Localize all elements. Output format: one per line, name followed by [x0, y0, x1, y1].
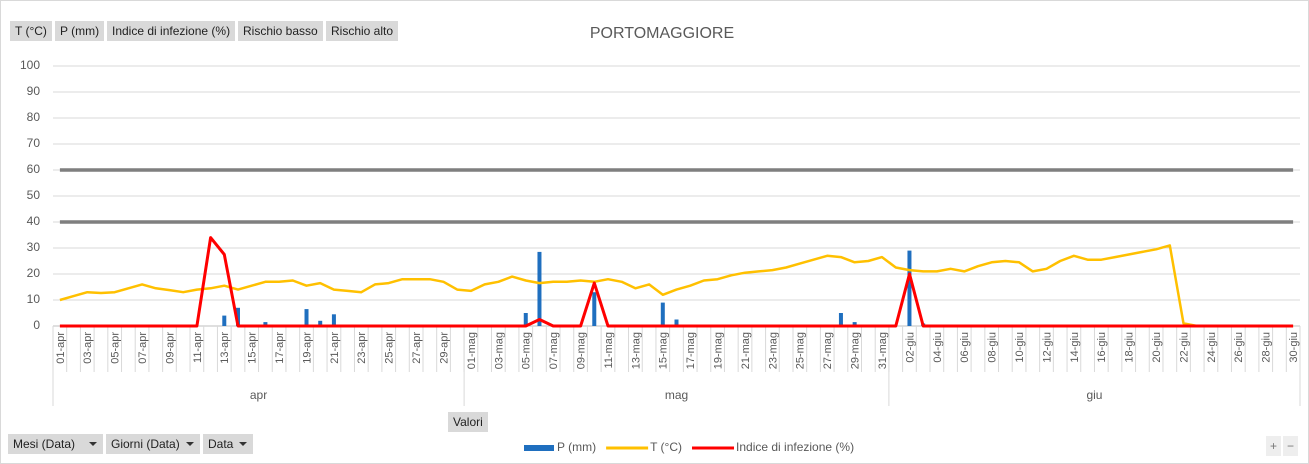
y-tick-label: 60	[27, 162, 41, 176]
dropdown-arrow	[239, 442, 248, 446]
x-tick-label: 18-giu	[1124, 332, 1136, 363]
x-tick-label: 28-giu	[1261, 332, 1273, 363]
y-tick-label: 20	[27, 266, 41, 280]
zoom-button[interactable]: −	[1283, 436, 1298, 456]
chart-title: PORTOMAGGIORE	[590, 25, 734, 42]
x-tick-label: 20-giu	[1151, 332, 1163, 363]
x-tick-label: 31-mag	[877, 332, 889, 369]
x-tick-label: 27-mag	[822, 332, 834, 369]
x-tick-label: 17-mag	[685, 332, 697, 369]
legend-label: T (°C)	[650, 440, 682, 454]
y-tick-label: 50	[27, 188, 41, 202]
x-tick-label: 08-giu	[987, 332, 999, 363]
bar	[660, 302, 665, 326]
x-tick-label: 29-apr	[438, 332, 450, 364]
y-tick-label: 70	[27, 136, 41, 150]
legend-label: P (mm)	[557, 440, 596, 454]
bar	[852, 322, 857, 326]
x-tick-label: 04-giu	[932, 332, 944, 363]
x-tick-label: 14-giu	[1069, 332, 1081, 363]
filter-button[interactable]: Mesi (Data)	[8, 434, 104, 454]
bar	[838, 313, 843, 326]
x-tick-label: 01-mag	[466, 332, 478, 369]
x-tick-label: 27-apr	[411, 332, 423, 364]
legend-swatch	[524, 445, 554, 451]
field-button[interactable]: Indice di infezione (%)	[107, 21, 236, 41]
x-tick-label: 15-mag	[658, 332, 670, 369]
month-label: giu	[1086, 388, 1102, 402]
x-tick-label: 21-apr	[329, 332, 341, 364]
x-tick-label: 15-apr	[247, 332, 259, 364]
bar	[537, 251, 542, 326]
dropdown-arrow	[89, 442, 98, 446]
x-tick-label: 26-giu	[1233, 332, 1245, 363]
x-tick-label: 05-apr	[110, 332, 122, 364]
x-tick-label: 19-apr	[301, 332, 313, 364]
x-tick-label: 25-mag	[795, 332, 807, 369]
x-tick-label: 12-giu	[1041, 332, 1053, 363]
x-tick-label: 07-apr	[137, 332, 149, 364]
x-tick-label: 29-mag	[850, 332, 862, 369]
month-label: mag	[665, 388, 688, 402]
bar	[592, 292, 597, 326]
field-button[interactable]: T (°C)	[10, 21, 52, 41]
values-button[interactable]: Valori	[448, 412, 488, 432]
x-tick-label: 16-giu	[1096, 332, 1108, 363]
y-tick-label: 30	[27, 240, 41, 254]
y-tick-label: 100	[20, 58, 40, 72]
x-tick-label: 09-apr	[164, 332, 176, 364]
x-tick-label: 23-mag	[767, 332, 779, 369]
x-tick-label: 11-apr	[192, 332, 204, 363]
line-series	[59, 244, 1294, 328]
x-tick-label: 13-apr	[219, 332, 231, 364]
bar	[318, 320, 323, 326]
zoom-button[interactable]: +	[1266, 436, 1281, 456]
x-tick-label: 10-giu	[1014, 332, 1026, 363]
filter-button[interactable]: Data	[203, 434, 254, 454]
x-tick-label: 25-apr	[384, 332, 396, 364]
bar	[304, 309, 309, 326]
x-tick-label: 06-giu	[959, 332, 971, 363]
x-tick-label: 21-mag	[740, 332, 752, 369]
y-tick-label: 90	[27, 84, 41, 98]
x-tick-label: 24-giu	[1206, 332, 1218, 363]
y-tick-label: 10	[27, 292, 41, 306]
legend-label: Indice di infezione (%)	[736, 440, 854, 454]
bar	[331, 314, 336, 326]
x-tick-label: 07-mag	[548, 332, 560, 369]
bar	[674, 319, 679, 326]
x-tick-label: 30-giu	[1288, 332, 1300, 363]
x-tick-label: 19-mag	[713, 332, 725, 369]
dropdown-arrow	[185, 442, 194, 446]
x-tick-label: 05-mag	[521, 332, 533, 369]
x-tick-label: 17-apr	[274, 332, 286, 364]
bar	[235, 307, 240, 326]
y-tick-label: 0	[33, 318, 40, 332]
x-tick-label: 03-mag	[493, 332, 505, 369]
x-tick-label: 03-apr	[82, 332, 94, 364]
line-series	[59, 236, 1294, 328]
y-tick-label: 40	[27, 214, 41, 228]
x-tick-label: 11-mag	[603, 332, 615, 368]
bar	[263, 322, 268, 326]
filter-button[interactable]: Giorni (Data)	[106, 434, 200, 454]
x-tick-label: 02-giu	[904, 332, 916, 363]
bar	[222, 315, 227, 326]
x-tick-label: 22-giu	[1178, 332, 1190, 363]
field-button[interactable]: Rischio alto	[326, 21, 399, 41]
field-button[interactable]: P (mm)	[55, 21, 105, 41]
x-tick-label: 09-mag	[575, 332, 587, 369]
bar	[523, 313, 528, 326]
bar	[907, 250, 912, 326]
x-tick-label: 13-mag	[630, 332, 642, 369]
month-label: apr	[250, 388, 267, 402]
x-tick-label: 01-apr	[55, 332, 67, 364]
x-tick-label: 23-apr	[356, 332, 368, 364]
y-tick-label: 80	[27, 110, 41, 124]
field-button[interactable]: Rischio basso	[238, 21, 323, 41]
